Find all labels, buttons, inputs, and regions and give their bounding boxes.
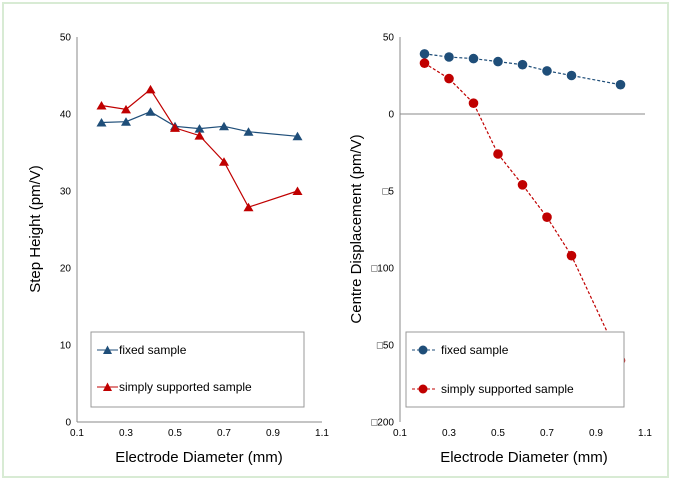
data-point [566,70,577,81]
data-point [517,180,528,190]
y-tick-label: □100 [371,264,394,275]
y-tick-label: 50 [60,33,72,44]
x-axis-title: Electrode Diameter (mm) [440,449,608,466]
legend-label-simply: simply supported sample [441,382,574,396]
x-tick-label: 0.7 [217,428,231,439]
legend-marker-simply [418,384,428,394]
x-tick-label: 0.3 [119,428,133,439]
legend-right: fixed sample simply supported sample [405,331,625,408]
y-tick-label: 0 [388,110,394,121]
x-axis-title: Electrode Diameter (mm) [115,449,283,466]
data-point [517,59,528,70]
plot-area-left [76,37,322,423]
data-point [170,123,180,132]
legend-box [405,331,625,408]
data-point [219,121,229,131]
data-point [145,107,156,116]
data-point [243,202,254,212]
legend-label-simply: simply supported sample [119,380,252,394]
legend-left: fixed sample simply supported sample [90,331,305,408]
data-point [243,127,254,136]
x-tick-label: 0.5 [168,428,182,439]
y-tick-label: 30 [60,187,72,198]
data-point [96,118,107,127]
y-tick-label: □50 [377,341,395,352]
series-line-simply-supported [101,88,298,208]
y-tick-label: 20 [60,264,72,275]
x-tick-label: 0.9 [266,428,280,439]
legend-marker-simply [103,382,112,391]
data-point [194,124,205,133]
data-point [121,117,131,126]
legend-marker-fixed [103,345,112,354]
x-tick-label: 0.5 [491,428,505,439]
legend-box [90,331,305,408]
data-point [566,250,577,261]
series-layer-left [96,84,303,212]
chart-centre-displacement: 0.1 0.3 0.5 0.7 0.9 1.1 □5 □100 □50 □200 0 50 Elect… [348,33,652,467]
data-point [419,58,430,68]
legend-label-fixed: fixed sample [119,343,187,357]
tick-layer-left: 0.1 0.3 0.5 0.7 0.9 1.1 0 10 20 30 40 50 [60,33,330,440]
x-tick-label: 0.1 [393,428,407,439]
legend-label-fixed: fixed sample [441,343,509,357]
y-tick-label: □5 [382,187,394,198]
series-line-fixed [424,53,621,86]
data-point [145,84,156,94]
y-tick-label: 50 [383,33,395,44]
y-axis-title: Step Height (pm/V) [27,165,44,293]
series-line-simply-supported [424,62,622,361]
figure-frame: 0.1 0.3 0.5 0.7 0.9 1.1 0 10 20 30 40 50 Electrode … [2,2,669,478]
data-point [542,66,552,76]
data-point [121,104,131,114]
x-tick-label: 1.1 [638,428,652,439]
data-point [468,98,479,108]
data-point [419,49,430,59]
y-tick-label: 0 [65,418,71,429]
data-point [615,79,626,90]
data-point [493,56,503,67]
chart-canvas: 0.1 0.3 0.5 0.7 0.9 1.1 0 10 20 30 40 50 Electrode … [27,33,652,467]
x-tick-label: 1.1 [315,428,329,439]
x-tick-label: 0.3 [442,428,456,439]
x-tick-label: 0.9 [589,428,603,439]
data-point [292,186,303,195]
plot-area-right [399,37,645,422]
y-tick-label: 10 [60,341,72,352]
data-point [444,52,454,62]
data-point [542,212,552,222]
data-point [194,131,205,140]
y-tick-label: 40 [60,110,72,121]
data-point [468,53,479,64]
data-point [96,101,107,110]
data-point [444,73,454,84]
y-tick-label: □200 [371,418,394,429]
y-axis-title: Centre Displacement (pm/V) [348,134,365,323]
series-layer-right [419,49,626,366]
x-tick-label: 0.1 [70,428,84,439]
data-point [493,149,503,159]
chart-step-height: 0.1 0.3 0.5 0.7 0.9 1.1 0 10 20 30 40 50 Electrode … [27,33,329,467]
data-point [219,157,229,166]
tick-layer-right: 0.1 0.3 0.5 0.7 0.9 1.1 □5 □100 □50 □200 0 50 [371,33,652,440]
data-point [292,131,303,141]
x-tick-label: 0.7 [540,428,554,439]
series-line-fixed [101,111,298,137]
legend-marker-fixed [418,345,428,355]
